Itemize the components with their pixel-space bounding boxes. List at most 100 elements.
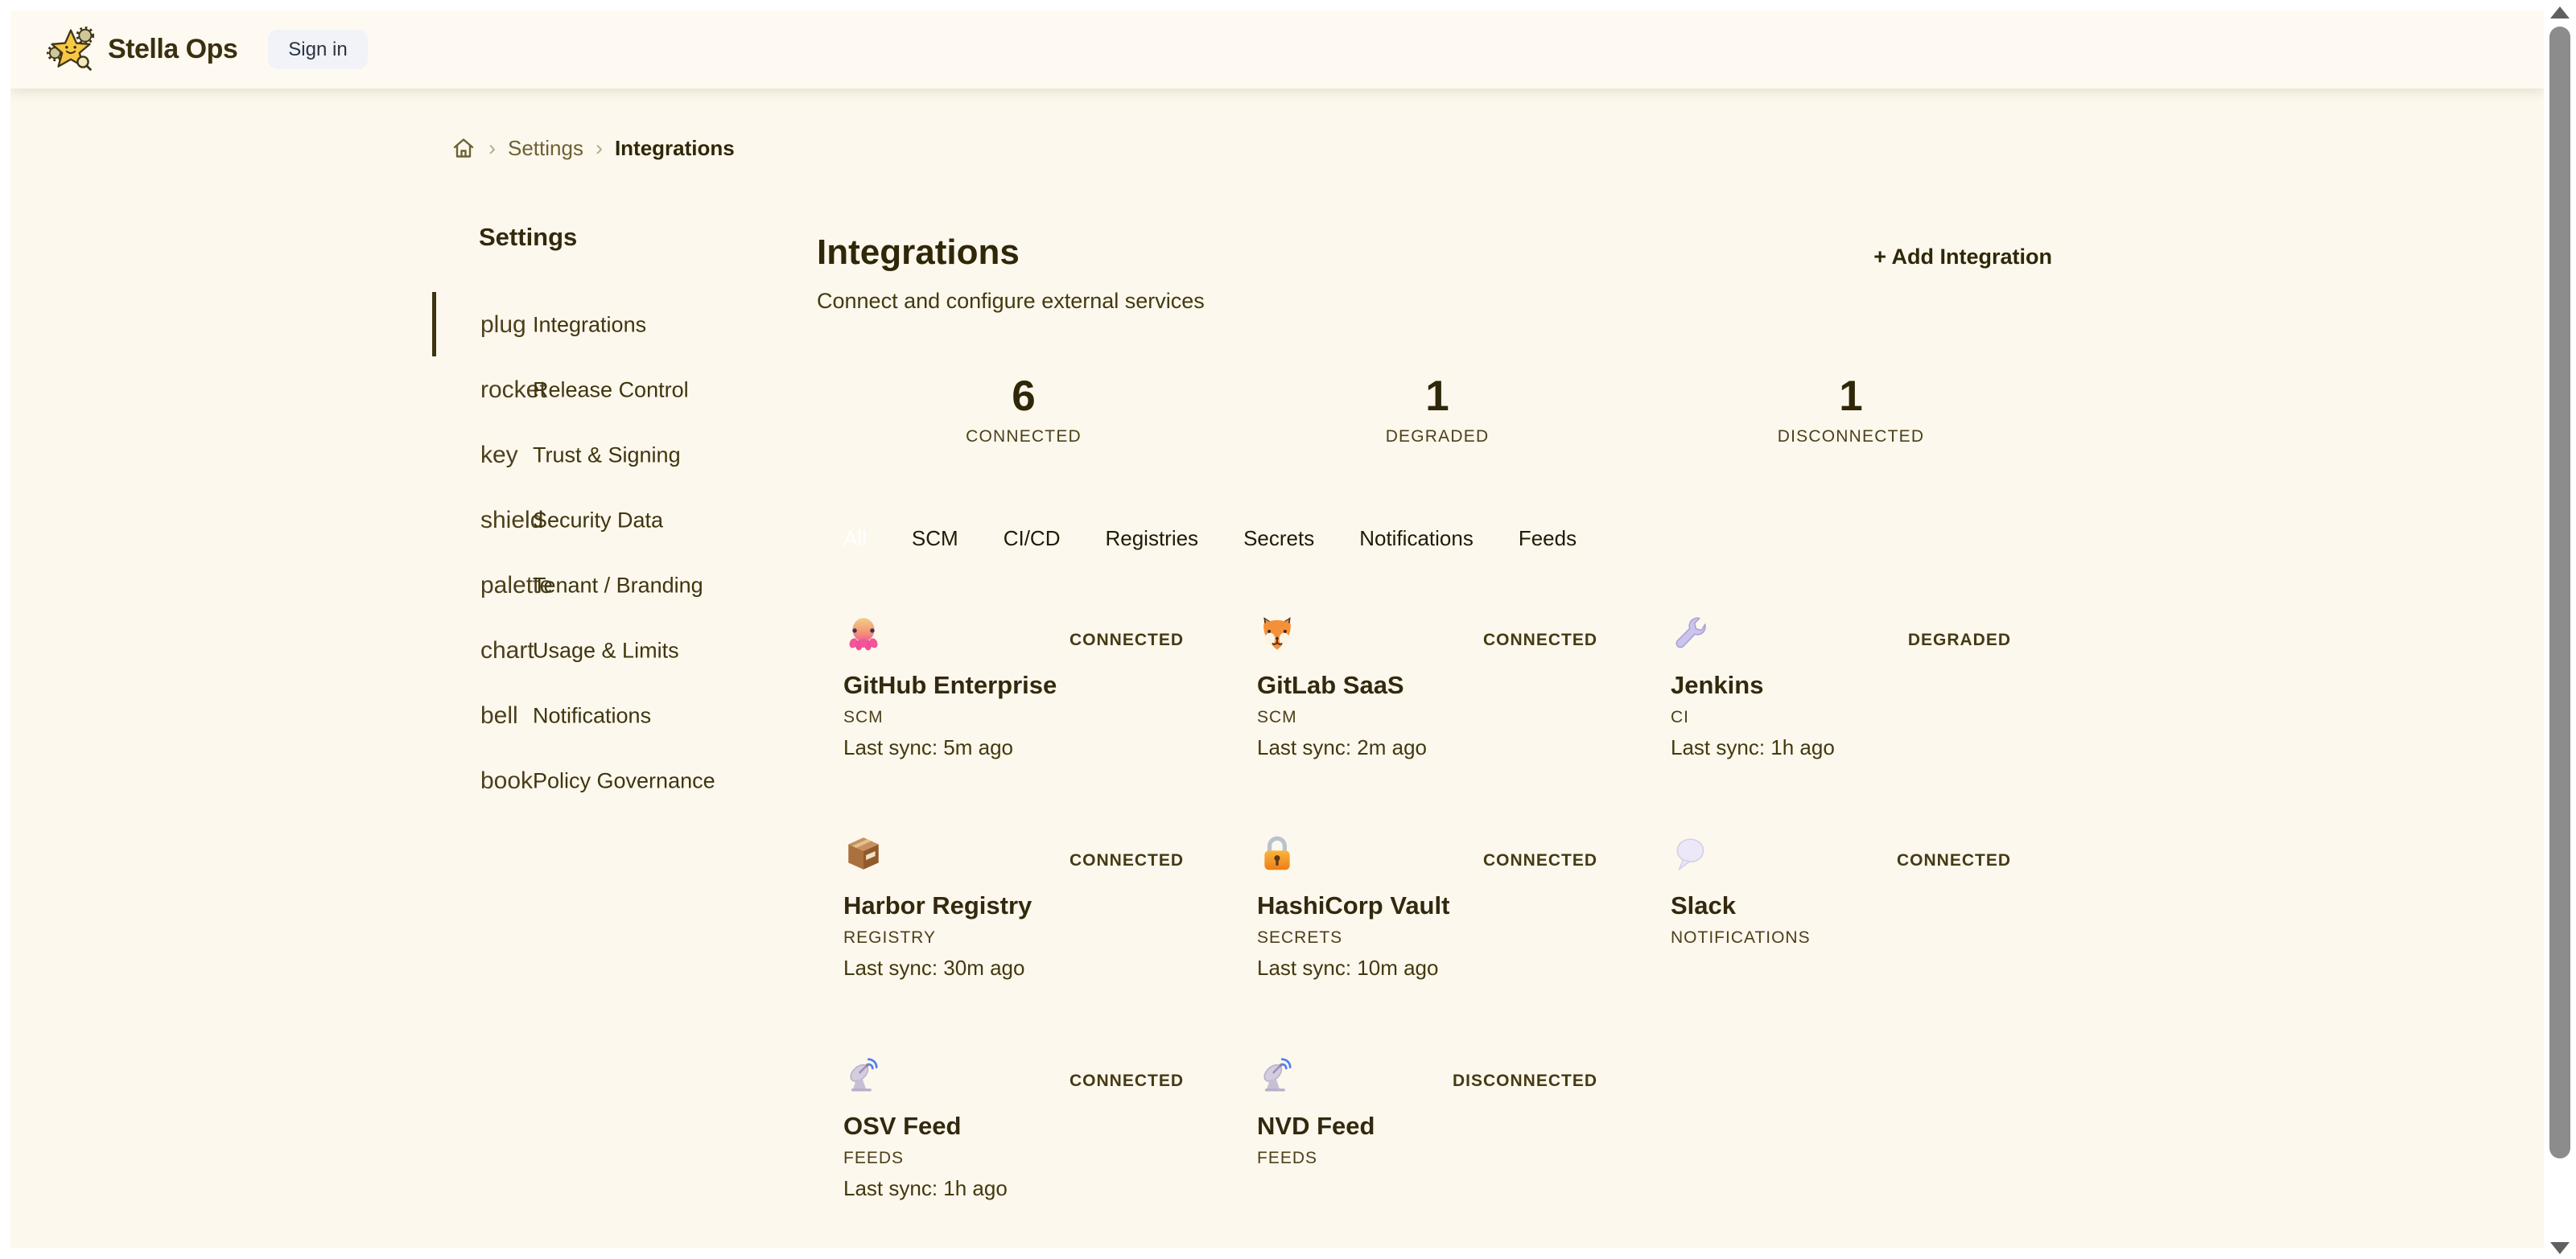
status-badge: CONNECTED [1069,851,1184,870]
breadcrumb: › Settings › Integrations [451,135,735,161]
stat-value: 1 [1425,372,1449,420]
settings-sidebar: Settings plug Integrations rocket Release C… [432,10,794,1248]
integration-card-jenkins[interactable]: DEGRADED Jenkins CI Last sync: 1h ago [1644,610,2058,830]
integrations-main: Integrations Connect and configure exter… [817,10,2057,1248]
sidebar-item-integrations[interactable]: plug Integrations [432,292,794,357]
integration-cards: CONNECTED GitHub Enterprise SCM Last sync: … [817,610,2057,1248]
integration-card-osv-feed[interactable]: CONNECTED OSV Feed FEEDS Last sync: 1h ago [817,1051,1230,1248]
breadcrumb-current: Integrations [614,135,735,160]
bell-icon: bell [480,702,518,729]
last-sync-text: Last sync: 1h ago [843,1176,1008,1200]
sidebar-item-tenant-branding[interactable]: palette Tenant / Branding [432,553,794,618]
integration-type: NOTIFICATIONS [1671,928,1811,947]
integration-type: FEEDS [843,1149,905,1167]
stat-disconnected: 1 DISCONNECTED [1644,372,2058,446]
sidebar-item-trust-signing[interactable]: key Trust & Signing [432,422,794,488]
integration-name: OSV Feed [843,1112,962,1140]
sidebar-nav: plug Integrations rocket Release Control key… [432,292,794,813]
sidebar-item-notifications[interactable]: bell Notifications [432,683,794,748]
breadcrumb-separator: › [595,135,603,160]
tab-secrets[interactable]: Secrets [1243,525,1315,550]
satellite-icon [843,1054,884,1096]
sidebar-item-label: Policy Governance [533,768,715,792]
sidebar-item-label: Security Data [533,508,664,532]
sign-in-button[interactable]: Sign in [268,30,368,69]
integration-card-harbor-registry[interactable]: CONNECTED Harbor Registry REGISTRY Last syn… [817,830,1230,1051]
app-window: Stella Ops Sign in › Settings › Integrat… [10,10,2544,1248]
sidebar-item-label: Usage & Limits [533,638,679,662]
status-badge: CONNECTED [1896,851,2011,870]
active-indicator [432,292,436,356]
tab-ci-cd[interactable]: CI/CD [1003,525,1061,550]
book-icon: book [480,767,534,794]
sidebar-item-usage-limits[interactable]: chart Usage & Limits [432,618,794,683]
stat-label: DISCONNECTED [1777,427,1925,446]
sidebar-item-label: Trust & Signing [533,442,681,467]
home-icon[interactable] [451,135,476,161]
integration-name: NVD Feed [1257,1112,1375,1140]
tab-registries[interactable]: Registries [1105,525,1199,550]
integration-type: SCM [1257,708,1297,726]
integration-name: GitHub Enterprise [843,671,1057,699]
stat-label: CONNECTED [966,427,1082,446]
status-summary: 6 CONNECTED 1 DEGRADED 1 DISCONNECTED [817,372,2058,446]
sidebar-item-release-control[interactable]: rocket Release Control [432,357,794,422]
scrollbar-thumb[interactable] [2549,27,2570,1158]
stat-value: 6 [1012,372,1036,420]
stella-ops-logo-icon [47,26,95,74]
integration-card-github-enterprise[interactable]: CONNECTED GitHub Enterprise SCM Last sync: … [817,610,1230,830]
topbar: Stella Ops Sign in [10,10,2544,88]
sidebar-item-label: Tenant / Branding [533,573,703,597]
rocket-icon: rocket [480,376,546,403]
scroll-up-arrow[interactable] [2550,6,2570,19]
sidebar-item-security-data[interactable]: shield Security Data [432,488,794,553]
tab-feeds[interactable]: Feeds [1518,525,1577,550]
last-sync-text: Last sync: 1h ago [1671,735,1835,759]
integration-name: GitLab SaaS [1257,671,1404,699]
wrench-icon [1671,613,1711,655]
last-sync-text: Last sync: 10m ago [1257,956,1439,980]
tab-notifications[interactable]: Notifications [1359,525,1473,550]
stat-connected: 6 CONNECTED [817,372,1230,446]
integration-card-nvd-feed[interactable]: DISCONNECTED NVD Feed FEEDS [1230,1051,1644,1248]
stat-degraded: 1 DEGRADED [1230,372,1644,446]
tab-all[interactable]: All [843,525,867,550]
last-sync-text: Last sync: 30m ago [843,956,1025,980]
tab-scm[interactable]: SCM [911,525,958,550]
category-tabs: All SCM CI/CD Registries Secrets Notification… [843,522,1577,554]
integration-type: REGISTRY [843,928,936,947]
integration-name: Harbor Registry [843,891,1032,920]
package-icon [843,833,884,875]
palette-icon: palette [480,571,554,599]
status-badge: CONNECTED [1482,851,1597,870]
integration-type: SCM [843,708,884,726]
integration-card-slack[interactable]: CONNECTED Slack NOTIFICATIONS [1644,830,2058,1051]
status-badge: CONNECTED [1069,1072,1184,1090]
integration-type: FEEDS [1257,1149,1318,1167]
shield-icon: shield [480,506,544,533]
status-badge: DISCONNECTED [1452,1072,1597,1090]
satellite-icon [1257,1054,1297,1096]
scroll-down-arrow[interactable] [2550,1242,2570,1254]
sidebar-item-label: Release Control [533,377,689,401]
sidebar-item-label: Integrations [533,312,647,336]
key-icon: key [480,441,518,468]
octopus-icon [843,613,884,655]
integration-card-hashicorp-vault[interactable]: CONNECTED HashiCorp Vault SECRETS Last sync… [1230,830,1644,1051]
integration-card-gitlab-saas[interactable]: CONNECTED GitLab SaaS SCM Last sync: 2m ago [1230,610,1644,830]
status-badge: CONNECTED [1482,631,1597,649]
integration-type: CI [1671,708,1689,726]
chart-icon: chart [480,636,534,664]
scrollbar[interactable] [2544,0,2576,1259]
integration-name: Slack [1671,891,1737,920]
stat-value: 1 [1839,372,1863,420]
breadcrumb-settings-link[interactable]: Settings [508,135,583,160]
status-badge: DEGRADED [1907,631,2011,649]
page-title: Integrations [817,232,1020,272]
integration-name: Jenkins [1671,671,1764,699]
breadcrumb-separator: › [488,135,496,160]
sidebar-item-policy-governance[interactable]: book Policy Governance [432,748,794,813]
brand-name: Stella Ops [108,34,238,64]
add-integration-button[interactable]: + Add Integration [1869,244,2057,270]
speech-balloon-icon [1671,833,1711,875]
